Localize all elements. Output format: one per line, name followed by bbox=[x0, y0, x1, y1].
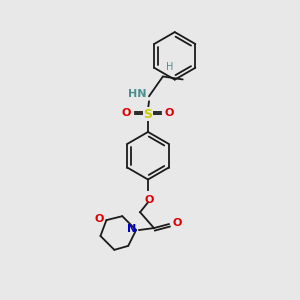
Text: H: H bbox=[166, 61, 173, 71]
Text: N: N bbox=[127, 224, 136, 234]
Text: S: S bbox=[143, 108, 152, 121]
Text: O: O bbox=[173, 218, 182, 228]
Text: O: O bbox=[94, 214, 104, 224]
Text: HN: HN bbox=[128, 89, 146, 99]
Text: O: O bbox=[165, 108, 174, 118]
Text: O: O bbox=[144, 195, 154, 206]
Text: O: O bbox=[122, 108, 131, 118]
